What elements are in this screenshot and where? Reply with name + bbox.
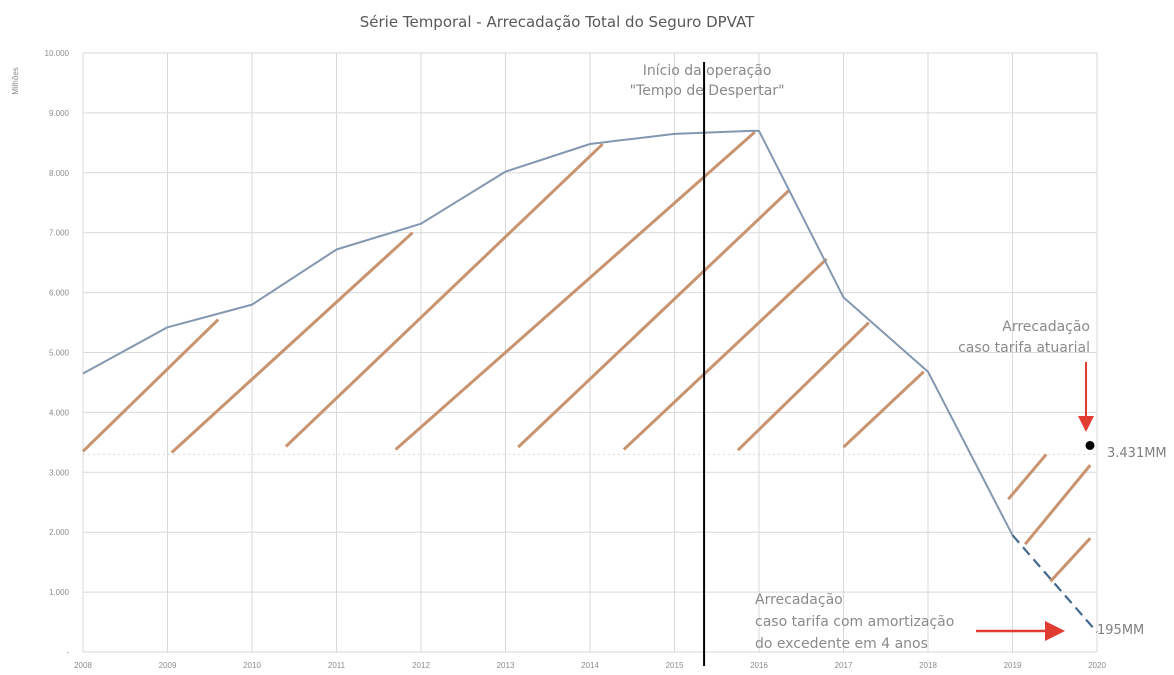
x-tick-label: 2016 bbox=[750, 661, 768, 670]
hatch-layer bbox=[81, 130, 1092, 583]
hatch-stroke bbox=[736, 321, 870, 452]
x-tick-label: 2019 bbox=[1004, 661, 1022, 670]
y-axis-label: Milhões bbox=[11, 67, 20, 95]
y-tick-label: 7.000 bbox=[49, 229, 70, 238]
y-tick-label: 10.000 bbox=[45, 49, 70, 58]
x-tick-label: 2010 bbox=[243, 661, 261, 670]
actuarial-value-label: 3.431MM bbox=[1107, 446, 1167, 461]
x-tick-label: 2014 bbox=[581, 661, 599, 670]
y-tick-label: 9.000 bbox=[49, 109, 70, 118]
series-layer bbox=[82, 129, 1098, 633]
x-tick-label: 2008 bbox=[74, 661, 92, 670]
hatch-stroke bbox=[394, 130, 756, 451]
x-tick-label: 2017 bbox=[835, 661, 853, 670]
y-tick-label: 8.000 bbox=[49, 169, 70, 178]
hatch-stroke bbox=[517, 189, 790, 449]
y-tick-label: 1.000 bbox=[49, 588, 70, 597]
actuarial-annotation-line2: caso tarifa atuarial bbox=[958, 340, 1090, 356]
hatch-stroke bbox=[1024, 464, 1092, 546]
x-tick-label: 2018 bbox=[919, 661, 937, 670]
hatch-stroke bbox=[284, 142, 604, 448]
y-tick-label: 2.000 bbox=[49, 528, 70, 537]
hatch-stroke bbox=[842, 370, 925, 449]
hatch-stroke bbox=[81, 318, 220, 453]
hatch-stroke bbox=[1049, 537, 1092, 583]
chart-title: Série Temporal - Arrecadação Total do Se… bbox=[360, 13, 755, 31]
actuarial-point bbox=[1085, 440, 1095, 450]
hatch-stroke bbox=[622, 257, 828, 451]
amortization-annotation-line2: caso tarifa com amortização bbox=[755, 614, 954, 630]
operation-annotation-line1: Início da operação bbox=[643, 63, 772, 79]
operation-annotation-line2: "Tempo de Despertar" bbox=[630, 83, 785, 99]
amortization-annotation-line3: do excedente em 4 anos bbox=[755, 636, 928, 652]
x-tick-label: 2015 bbox=[666, 661, 684, 670]
series-line-arrecadacao bbox=[82, 129, 1014, 536]
x-tick-label: 2013 bbox=[497, 661, 515, 670]
y-tick-label: 4.000 bbox=[49, 408, 70, 417]
amortization-annotation-line1: Arrecadação bbox=[755, 592, 843, 608]
x-tick-label: 2012 bbox=[412, 661, 430, 670]
y-tick-label: - bbox=[66, 648, 69, 657]
y-tick-label: 3.000 bbox=[49, 468, 70, 477]
y-tick-label: 5.000 bbox=[49, 349, 70, 358]
x-tick-label: 2020 bbox=[1088, 661, 1106, 670]
axis-tick-labels: - 1.000 2.000 3.000 4.000 5.000 6.000 7.000 8.00… bbox=[45, 49, 1107, 670]
y-tick-label: 6.000 bbox=[49, 289, 70, 298]
annotation-layer: Início da operação "Tempo de Despertar" Ar… bbox=[630, 63, 1167, 652]
x-tick-label: 2009 bbox=[159, 661, 177, 670]
grid-lines bbox=[82, 52, 1098, 653]
hatch-stroke bbox=[170, 231, 414, 454]
actuarial-annotation-line1: Arrecadação bbox=[1002, 319, 1090, 335]
series-line-projection bbox=[1011, 534, 1098, 633]
hatch-stroke bbox=[1007, 453, 1048, 501]
x-tick-label: 2011 bbox=[328, 661, 346, 670]
amortization-value-label: 195MM bbox=[1097, 623, 1144, 638]
